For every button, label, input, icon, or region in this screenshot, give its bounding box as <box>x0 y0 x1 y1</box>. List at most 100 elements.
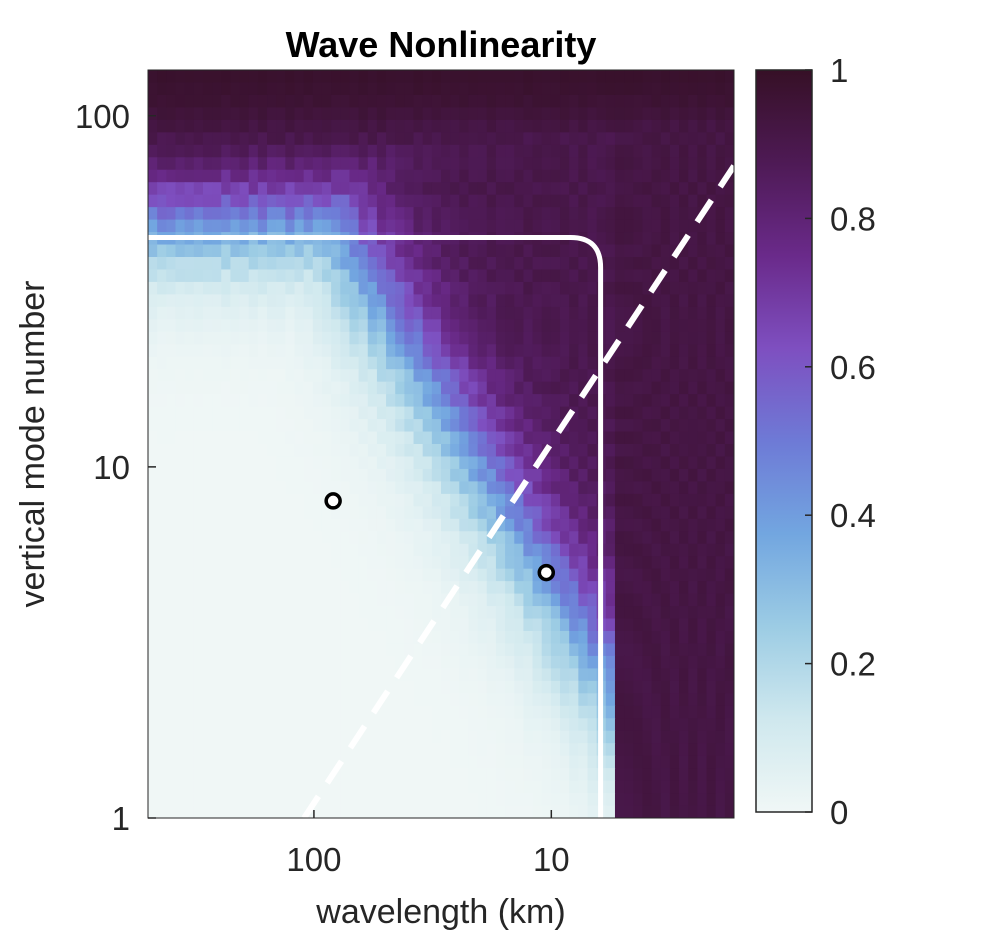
heatmap-cell <box>367 182 378 196</box>
heatmap-cell <box>367 144 378 158</box>
heatmap-cell <box>230 119 241 133</box>
heatmap-cell <box>532 493 543 507</box>
heatmap-cell <box>660 294 671 308</box>
heatmap-cell <box>495 319 506 333</box>
heatmap-cell <box>193 581 204 595</box>
heatmap-cell <box>285 518 296 532</box>
heatmap-cell <box>532 144 543 158</box>
heatmap-cell <box>413 369 424 383</box>
heatmap-cell <box>495 581 506 595</box>
heatmap-cell <box>688 331 698 345</box>
heatmap-cell <box>450 705 460 719</box>
heatmap-cell <box>349 468 360 482</box>
heatmap-cell <box>569 169 579 183</box>
heatmap-cell <box>175 431 186 445</box>
heatmap-cell <box>193 294 204 308</box>
heatmap-cell <box>477 207 488 221</box>
heatmap-cell <box>431 755 442 769</box>
heatmap-cell <box>230 805 241 818</box>
heatmap-cell <box>550 793 561 807</box>
heatmap-cell <box>422 207 433 221</box>
heatmap-cell <box>239 144 250 158</box>
heatmap-cell <box>312 356 323 370</box>
heatmap-cell <box>294 705 305 719</box>
heatmap-cell <box>495 805 506 818</box>
heatmap-cell <box>221 219 232 233</box>
heatmap-cell <box>193 805 204 818</box>
heatmap-cell <box>404 556 415 570</box>
heatmap-cell <box>578 593 589 607</box>
heatmap-cell <box>257 107 268 121</box>
heatmap-cell <box>404 82 415 96</box>
heatmap-cell <box>413 468 424 482</box>
heatmap-cell <box>642 244 653 258</box>
heatmap-cell <box>321 331 332 345</box>
heatmap-cell <box>376 82 387 96</box>
heatmap-cell <box>431 468 442 482</box>
heatmap-cell <box>468 269 479 283</box>
heatmap-cell <box>532 119 543 133</box>
heatmap-cell <box>651 207 662 221</box>
heatmap-cell <box>248 157 259 171</box>
heatmap-cell <box>212 281 222 295</box>
heatmap-cell <box>495 107 506 121</box>
heatmap-cell <box>312 543 323 557</box>
heatmap-cell <box>477 94 488 108</box>
heatmap-cell <box>212 381 222 395</box>
heatmap-cell <box>459 94 470 108</box>
heatmap-cell <box>651 643 662 657</box>
heatmap-cell <box>724 768 734 782</box>
heatmap-cell <box>331 194 341 208</box>
heatmap-cell <box>642 730 653 744</box>
heatmap-cell <box>605 606 616 620</box>
heatmap-cell <box>724 281 734 295</box>
heatmap-cell <box>706 493 717 507</box>
heatmap-cell <box>294 606 305 620</box>
heatmap-cell <box>605 182 616 196</box>
heatmap-cell <box>459 531 470 545</box>
heatmap-cell <box>202 643 213 657</box>
heatmap-cell <box>495 631 506 645</box>
heatmap-cell <box>532 419 543 433</box>
heatmap-cell <box>523 468 534 482</box>
heatmap-cell <box>294 132 305 146</box>
heatmap-cell <box>569 107 579 121</box>
heatmap-cell <box>459 693 470 707</box>
heatmap-cell <box>221 581 232 595</box>
heatmap-cell <box>669 468 680 482</box>
heatmap-cell <box>239 381 250 395</box>
heatmap-cell <box>230 281 241 295</box>
heatmap-cell <box>285 556 296 570</box>
heatmap-cell <box>202 356 213 370</box>
heatmap-cell <box>468 655 479 669</box>
heatmap-cell <box>523 556 534 570</box>
heatmap-cell <box>248 705 259 719</box>
heatmap-cell <box>459 319 470 333</box>
heatmap-cell <box>193 344 204 358</box>
heatmap-cell <box>312 743 323 757</box>
heatmap-cell <box>321 655 332 669</box>
heatmap-cell <box>212 518 222 532</box>
heatmap-cell <box>642 194 653 208</box>
heatmap-cell <box>523 207 534 221</box>
heatmap-cell <box>386 705 396 719</box>
heatmap-cell <box>441 394 451 408</box>
heatmap-cell <box>285 344 296 358</box>
heatmap-cell <box>541 169 552 183</box>
heatmap-cell <box>148 481 158 495</box>
heatmap-cell <box>532 693 543 707</box>
heatmap-cell <box>642 631 653 645</box>
heatmap-cell <box>230 768 241 782</box>
heatmap-cell <box>596 70 607 84</box>
heatmap-cell <box>230 468 241 482</box>
heatmap-cell <box>514 531 525 545</box>
heatmap-cell <box>624 780 634 794</box>
heatmap-cell <box>395 119 405 133</box>
heatmap-cell <box>450 331 460 345</box>
heatmap-cell <box>257 431 268 445</box>
heatmap-cell <box>578 543 589 557</box>
heatmap-cell <box>349 70 360 84</box>
heatmap-cell <box>376 618 387 632</box>
heatmap-cell <box>505 381 515 395</box>
heatmap-cell <box>505 356 515 370</box>
